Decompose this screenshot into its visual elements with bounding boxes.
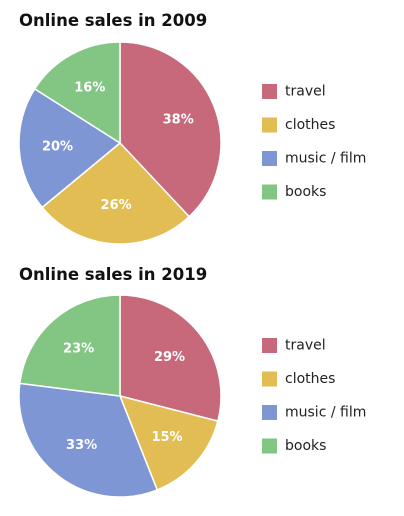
chart-2009-pie: 38% 26% 20% 16% — [18, 41, 222, 245]
pie-slice-2009-music-film — [18, 88, 121, 209]
slice-label-2019-music-film: 33% — [66, 438, 97, 453]
slice-label-2009-clothes: 26% — [101, 198, 132, 213]
legend-swatch-2019-travel — [262, 338, 277, 353]
chart-2019-title: Online sales in 2019 — [19, 265, 207, 284]
legend-label-2009-travel: travel — [285, 84, 326, 100]
pie-slice-2019-music-film — [18, 382, 158, 498]
legend-swatch-2009-music-film — [262, 151, 277, 166]
pie-slice-2009-clothes — [41, 142, 190, 245]
slice-label-2019-books: 23% — [63, 342, 94, 357]
chart-2009-title: Online sales in 2009 — [19, 11, 207, 30]
legend-swatch-2009-travel — [262, 84, 277, 99]
pie-slice-2019-clothes — [119, 395, 219, 491]
legend-swatch-2019-books — [262, 438, 277, 454]
pie-slice-2009-books — [33, 41, 121, 144]
slice-label-2019-clothes: 15% — [151, 430, 182, 445]
chart-2019-legend: travel clothes music / film books — [262, 338, 366, 454]
legend-label-2009-books: books — [285, 184, 326, 200]
legend-swatch-2009-books — [262, 184, 277, 200]
chart-2009: Online sales in 2009 38% 26% 20% 16% travel… — [18, 11, 366, 245]
slice-label-2019-travel: 29% — [154, 350, 185, 365]
legend-label-2019-music-film: music / film — [285, 405, 366, 421]
chart-2019-pie: 29% 15% 33% 23% — [18, 294, 222, 498]
legend-swatch-2019-clothes — [262, 371, 277, 387]
legend-label-2009-clothes: clothes — [285, 117, 335, 133]
legend-label-2019-clothes: clothes — [285, 371, 335, 387]
slice-label-2009-books: 16% — [74, 81, 105, 96]
legend-label-2019-books: books — [285, 438, 326, 454]
chart-2019: Online sales in 2019 29% 15% 33% 23% travel… — [18, 265, 366, 498]
legend-swatch-2019-music-film — [262, 405, 277, 420]
slice-label-2009-music-film: 20% — [42, 139, 73, 154]
pie-slice-2019-travel — [119, 294, 222, 422]
pie-slice-2019-books — [19, 294, 121, 397]
legend-swatch-2009-clothes — [262, 117, 277, 133]
slice-label-2009-travel: 38% — [163, 112, 194, 127]
chart-2009-legend: travel clothes music / film books — [262, 84, 366, 200]
legend-label-2009-music-film: music / film — [285, 151, 366, 167]
pie-slice-2009-travel — [119, 41, 222, 218]
legend-label-2019-travel: travel — [285, 338, 326, 354]
